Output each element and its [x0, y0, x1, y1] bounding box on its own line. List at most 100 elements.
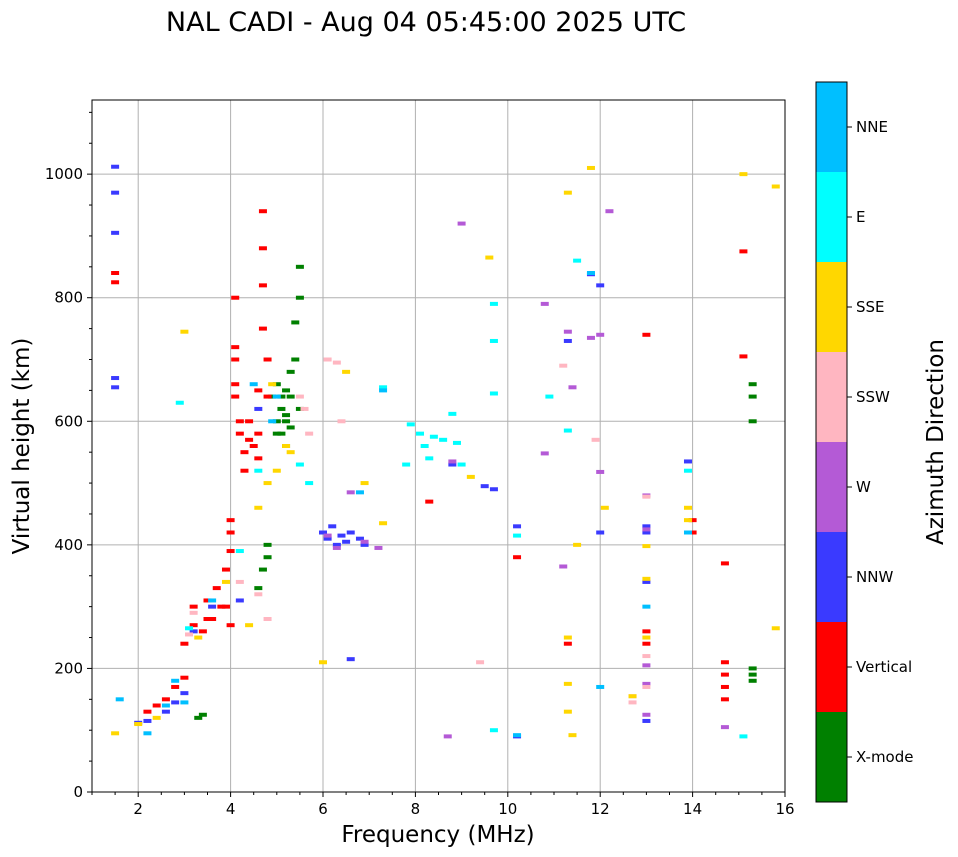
echo-point-sse	[180, 329, 189, 334]
echo-point-x-mode	[295, 406, 304, 411]
echo-point-sse	[466, 474, 475, 479]
echo-point-e	[573, 258, 582, 263]
echo-point-vertical	[226, 623, 235, 628]
echo-point-nne	[642, 604, 651, 609]
echo-point-w	[443, 734, 452, 739]
echo-point-nnw	[337, 533, 346, 538]
echo-point-vertical	[152, 703, 161, 708]
echo-point-x-mode	[295, 264, 304, 269]
echo-point-x-mode	[295, 295, 304, 300]
colorbar-segment	[816, 442, 847, 532]
echo-point-x-mode	[263, 555, 272, 560]
echo-point-vertical	[263, 357, 272, 362]
echo-point-sse	[272, 468, 281, 473]
echo-point-x-mode	[272, 419, 281, 424]
echo-point-vertical	[203, 617, 212, 621]
echo-point-e	[457, 462, 466, 467]
echo-point-vertical	[245, 437, 254, 442]
echo-point-w	[448, 459, 457, 464]
echo-point-ssw	[642, 684, 651, 689]
echo-point-w	[346, 490, 355, 495]
echo-point-vertical	[198, 629, 207, 634]
echo-point-vertical	[513, 555, 522, 560]
echo-point-e	[489, 728, 498, 733]
echo-point-sse	[254, 505, 263, 510]
echo-point-x-mode	[748, 419, 757, 424]
echo-point-nnw	[642, 579, 651, 584]
echo-point-sse	[600, 505, 609, 510]
echo-point-sse	[134, 722, 143, 727]
echo-point-sse	[739, 172, 748, 177]
echo-point-nnw	[189, 629, 198, 634]
echo-point-vertical	[235, 431, 244, 436]
echo-point-ssw	[559, 363, 568, 368]
echo-point-w	[642, 527, 651, 532]
echo-point-vertical	[231, 394, 240, 399]
echo-point-e	[305, 481, 314, 486]
echo-point-vertical	[254, 431, 263, 436]
echo-point-vertical	[189, 623, 198, 628]
echo-point-vertical	[221, 567, 230, 572]
echo-point-nne	[683, 530, 692, 535]
echo-point-nnw	[111, 164, 120, 169]
echo-point-nne	[513, 733, 522, 738]
echo-point-ssw	[254, 592, 263, 597]
echo-point-vertical	[231, 295, 240, 300]
echo-point-w	[605, 209, 614, 214]
echo-point-nnw	[111, 230, 120, 235]
colorbar-frame	[815, 81, 848, 803]
echo-point-vertical	[254, 388, 263, 393]
echo-point-nnw	[342, 539, 351, 544]
echo-point-w	[720, 725, 729, 730]
x-tick-label: 10	[498, 800, 517, 818]
x-tick-label: 8	[411, 800, 421, 818]
echo-point-x-mode	[748, 678, 757, 683]
echo-point-e	[489, 338, 498, 343]
echo-point-w	[559, 564, 568, 569]
y-tick-label: 0	[73, 783, 83, 801]
echo-point-sse	[563, 681, 572, 686]
echo-point-sse	[642, 635, 651, 640]
echo-point-nne	[115, 697, 124, 702]
echo-point-x-mode	[258, 567, 267, 572]
echo-point-nne	[171, 678, 180, 683]
echo-point-nnw	[254, 406, 263, 411]
echo-point-sse	[342, 369, 351, 374]
echo-point-vertical	[231, 382, 240, 387]
colorbar: X-mode Vertical NNW W SSW SSE E NNE	[815, 81, 913, 803]
echo-point-sse	[563, 709, 572, 714]
echo-point-x-mode	[282, 413, 291, 418]
colorbar-label: NNW	[856, 568, 893, 586]
echo-point-e	[489, 301, 498, 306]
echo-point-w	[323, 533, 332, 538]
echo-point-vertical	[217, 604, 226, 609]
echo-point-ssw	[295, 394, 304, 399]
echo-point-x-mode	[291, 357, 300, 362]
echo-point-e	[513, 533, 522, 538]
echo-point-sse	[563, 190, 572, 195]
echo-point-vertical	[226, 530, 235, 535]
echo-point-vertical	[258, 246, 267, 251]
echo-point-sse	[282, 444, 291, 448]
echo-point-x-mode	[254, 586, 263, 591]
echo-point-vertical	[720, 660, 729, 665]
echo-point-x-mode	[272, 382, 281, 387]
echo-point-vertical	[226, 518, 235, 523]
echo-point-sse	[152, 715, 161, 720]
echo-point-nne	[268, 419, 277, 424]
echo-point-nnw	[596, 283, 605, 288]
echo-point-vertical	[111, 271, 120, 275]
colorbar-segment	[816, 532, 847, 622]
echo-point-nnw	[346, 657, 355, 662]
echo-point-sse	[286, 450, 295, 455]
echo-point-sse	[221, 579, 230, 584]
echo-point-vertical	[739, 249, 748, 254]
echo-point-ssw	[628, 700, 637, 705]
echo-point-x-mode	[748, 666, 757, 671]
x-axis-label: Frequency (MHz)	[341, 822, 534, 848]
colorbar-segment	[816, 712, 847, 802]
y-tick-label: 600	[54, 412, 83, 430]
y-tick-label: 400	[54, 536, 83, 554]
echo-point-vertical	[180, 641, 189, 646]
echo-point-sse	[573, 542, 582, 547]
